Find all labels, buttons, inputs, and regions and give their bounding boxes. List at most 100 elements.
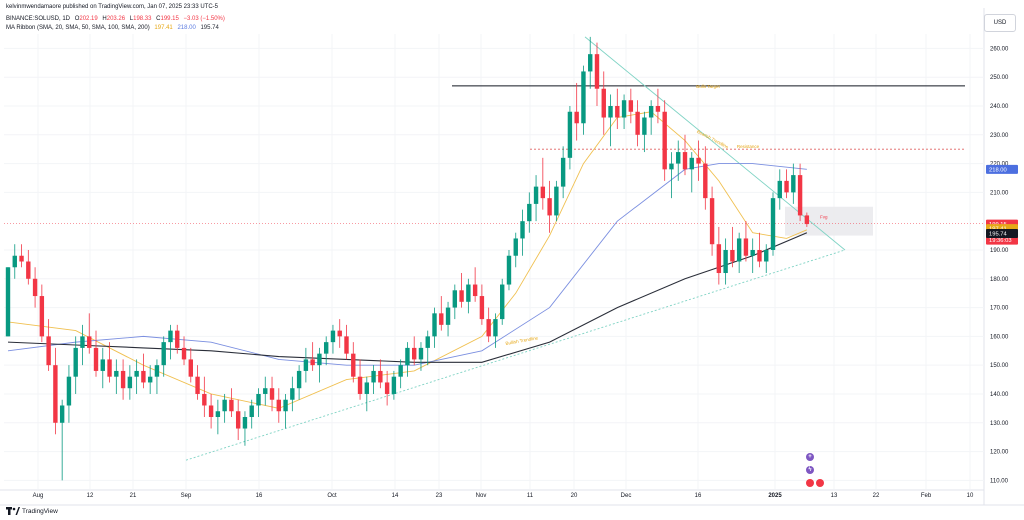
candle-body (168, 330, 173, 343)
candle (303, 347, 309, 383)
candle (310, 342, 315, 371)
candle-body (120, 370, 126, 389)
candle-body (391, 376, 397, 394)
candle (764, 244, 769, 274)
candle-body (533, 186, 539, 204)
currency-button[interactable]: USD (984, 14, 1016, 32)
candle (574, 82, 579, 141)
candle (547, 180, 552, 233)
lightning-event-icon[interactable]: ϟ (806, 466, 814, 474)
candle (527, 192, 532, 233)
x-tick-label: 10 (967, 493, 974, 499)
candle (235, 399, 241, 441)
candle-body (269, 388, 275, 400)
ma-ribbon-label[interactable]: MA Ribbon (SMA, 20, SMA, 50, SMA, 100, S… (6, 25, 150, 31)
y-tick-label: 250.00 (990, 75, 1009, 81)
candle (777, 169, 782, 210)
candle-body (208, 405, 214, 418)
candle-body (384, 382, 390, 394)
us-flag-icon-2[interactable] (816, 479, 824, 487)
candle-body (696, 157, 701, 164)
candle-body (642, 117, 647, 135)
y-tick-label: 180.00 (990, 277, 1009, 283)
candle (736, 232, 742, 274)
candle-body (486, 319, 491, 337)
candle (533, 175, 539, 222)
tradingview-logo[interactable]: TradingView (6, 505, 58, 517)
candle-body (662, 111, 667, 170)
candle-body (547, 198, 552, 216)
candle (405, 342, 410, 377)
candle (479, 284, 485, 325)
x-tick-label: Feb (921, 493, 932, 499)
candle (364, 376, 370, 412)
candle-body (709, 198, 715, 245)
candle-body (425, 336, 430, 348)
candle (676, 140, 681, 181)
candle-body (750, 249, 755, 256)
candle-body (588, 54, 593, 72)
x-tick-label: Nov (476, 493, 487, 499)
candle (493, 313, 498, 348)
y-tick-label: 110.00 (990, 478, 1009, 484)
candle-body (405, 347, 410, 366)
candle (161, 336, 166, 377)
y-tick-label: 190.00 (990, 248, 1009, 254)
candle-body (648, 105, 654, 118)
symbol-name[interactable]: BINANCE:SOLUSD, 1D (6, 16, 71, 22)
x-tick-label: 16 (256, 493, 263, 499)
y-tick-label: 260.00 (990, 46, 1009, 52)
candle-body (513, 238, 518, 256)
candle-body (195, 376, 200, 394)
candle-body (161, 342, 166, 366)
candle-body (418, 347, 424, 360)
ohlc-low-label: L (129, 16, 134, 22)
bullish-trendline (185, 249, 846, 461)
candle (445, 301, 451, 337)
candle-body (452, 290, 458, 308)
tradingview-logo-text: TradingView (22, 507, 58, 515)
candle (59, 399, 65, 481)
candle-body (276, 399, 281, 412)
candle-body (290, 388, 295, 400)
candle (39, 284, 45, 343)
candle (770, 192, 776, 256)
candle (107, 342, 112, 383)
candle (784, 169, 789, 199)
candle (263, 376, 268, 406)
candle-body (601, 88, 606, 118)
candle-body (202, 393, 207, 406)
candle-body (635, 111, 640, 135)
candle-body (655, 105, 661, 112)
candle (229, 388, 234, 418)
candle-body (46, 336, 51, 366)
y-tick-label: 210.00 (990, 190, 1009, 196)
candle (19, 244, 24, 268)
candle (581, 65, 586, 135)
candle-body (107, 359, 112, 377)
candle-body (682, 152, 688, 170)
candle (337, 319, 342, 348)
candle-body (791, 175, 796, 193)
x-tick-label: 23 (436, 493, 443, 499)
candle-body (716, 244, 722, 274)
candle (276, 388, 281, 423)
candle-body (147, 376, 153, 383)
candle (384, 370, 390, 406)
candle-body (703, 163, 708, 199)
tradingview-logo-icon (6, 507, 20, 515)
us-flag-icon[interactable] (806, 479, 814, 487)
candle-body (797, 175, 803, 216)
candle-body (323, 342, 329, 354)
publisher-text: kelvinmwendamaore published on TradingVi… (6, 4, 219, 10)
candle-body (134, 370, 139, 377)
candle-body (317, 353, 322, 366)
candle-body (743, 238, 749, 256)
candle (202, 376, 207, 418)
candle-body (493, 319, 498, 337)
candle-body (263, 388, 268, 394)
plus-event-icon[interactable]: + (806, 453, 814, 461)
candle (669, 152, 674, 199)
candle (323, 336, 329, 366)
